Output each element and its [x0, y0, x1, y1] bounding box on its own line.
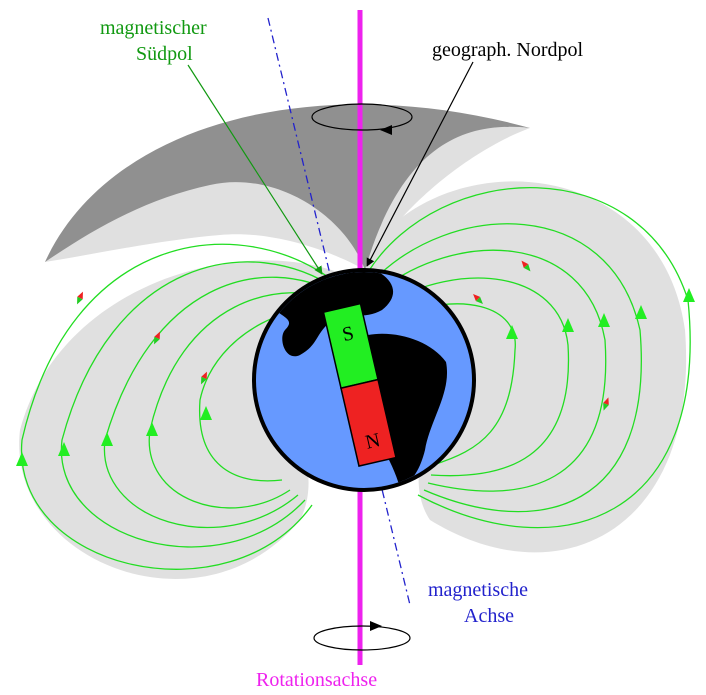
- magnetic-south-label-line2: Südpol: [136, 43, 193, 65]
- field-arrow: [146, 422, 158, 436]
- field-line: [371, 223, 642, 513]
- field-line: [383, 277, 570, 477]
- field-arrow: [562, 318, 574, 332]
- magnetic-south-pointer: [187, 64, 323, 275]
- field-arrow: [635, 305, 647, 319]
- field-arrow: [683, 288, 695, 302]
- field-arrows: [16, 288, 695, 466]
- geographic-north-pointer: [366, 61, 474, 267]
- field-line: [391, 303, 516, 466]
- field-arrow: [101, 432, 113, 446]
- shadow-crescent: [45, 104, 530, 270]
- field-arrow: [200, 406, 212, 420]
- compass-needle-icon: [521, 260, 531, 272]
- compass-needle-icon: [201, 371, 207, 385]
- geographic-north-label: geograph. Nordpol: [432, 39, 584, 61]
- rotation-arrow-icon: [380, 125, 392, 135]
- compass-needles: [77, 260, 609, 411]
- magnetic-axis-label-line2: Achse: [464, 605, 514, 627]
- field-line: [21, 243, 336, 570]
- compass-needle-icon: [473, 294, 483, 304]
- field-line: [377, 249, 607, 492]
- magnet-north-label: N: [363, 429, 382, 454]
- field-arrow: [58, 442, 70, 456]
- field-arrow: [16, 452, 28, 466]
- earth-globe: S N: [252, 268, 476, 492]
- bar-magnet: S N: [322, 302, 397, 467]
- rotation-indicator-bottom: [313, 621, 411, 651]
- compass-needle-icon: [77, 291, 83, 305]
- field-lines: [21, 186, 691, 570]
- magnetic-south-label-line1: magnetischer: [100, 17, 207, 39]
- compass-needle-icon: [603, 397, 609, 411]
- rotation-indicator-top: [311, 103, 413, 135]
- field-arrow: [598, 313, 610, 327]
- magnetic-axis-label-line1: magnetische: [428, 579, 528, 601]
- field-arrow: [506, 325, 518, 339]
- rotation-axis-label: Rotationsachse: [256, 669, 377, 691]
- field-line: [60, 261, 339, 548]
- compass-needle-icon: [154, 331, 160, 345]
- magnet-north-half: [340, 378, 397, 467]
- rotation-arrow-icon: [370, 621, 382, 631]
- south-america-landmass: [354, 333, 448, 488]
- magnet-south-label: S: [340, 322, 356, 346]
